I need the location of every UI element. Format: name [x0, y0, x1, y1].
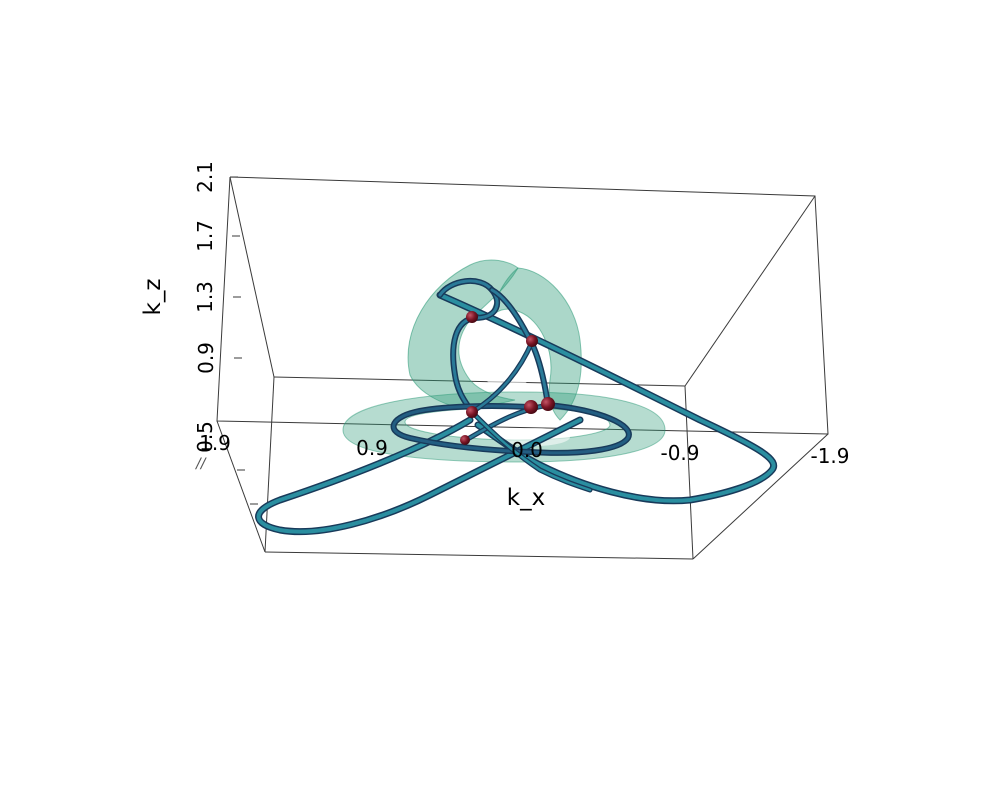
x-tick-label: 0.0 — [511, 438, 543, 462]
y-axis-hint: // — [194, 456, 207, 472]
z-axis-ticks: 0.5 0.9 1.3 1.7 2.1 — [193, 161, 218, 453]
z-tick-label: 1.3 — [193, 281, 217, 313]
x-axis-title: k_x — [507, 485, 545, 511]
isosurface — [342, 259, 666, 463]
z-axis-title: k_z — [140, 279, 166, 316]
x-tick-label: -0.9 — [660, 441, 699, 465]
critical-point — [466, 406, 478, 418]
x-axis-ticks: 1.9 0.9 0.0 -0.9 -1.9 — [199, 431, 849, 468]
critical-point — [524, 400, 538, 414]
z-tick-label: 1.7 — [193, 220, 217, 252]
z-tick-label: 0.9 — [194, 342, 218, 374]
critical-point — [541, 397, 555, 411]
x-tick-label: 1.9 — [199, 431, 231, 455]
critical-point — [526, 335, 538, 347]
critical-point — [466, 311, 478, 323]
critical-points — [460, 311, 555, 445]
x-tick-label: 0.9 — [356, 436, 388, 460]
knot-curves — [255, 277, 778, 536]
critical-point — [460, 435, 470, 445]
bounding-box — [216, 176, 829, 560]
x-tick-label: -1.9 — [810, 444, 849, 468]
z-tick-label: 2.1 — [193, 161, 217, 193]
z-tick-label: 0.5 — [193, 421, 217, 453]
